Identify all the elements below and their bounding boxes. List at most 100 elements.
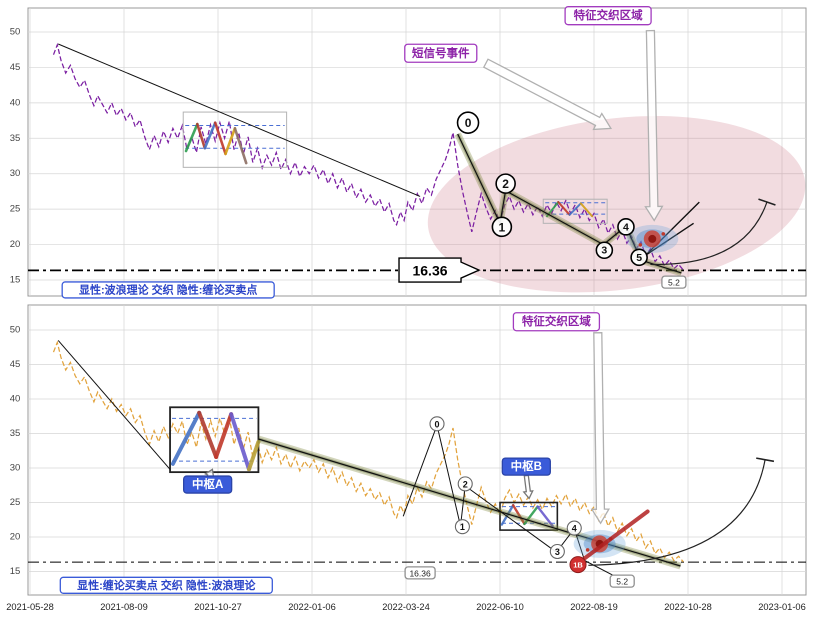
wave-point-marker — [457, 476, 473, 492]
wave-point-marker — [617, 218, 635, 236]
y-axis-tick-label: 20 — [10, 239, 21, 250]
wave-point-marker — [454, 519, 470, 535]
zigzag-segment — [546, 201, 560, 218]
y-axis-tick-label: 15 — [10, 274, 21, 285]
signal-blob-core — [648, 234, 657, 243]
legend-footer-label-box — [61, 281, 275, 299]
zigzag-segment — [224, 127, 237, 156]
trend-line — [258, 438, 681, 567]
region-callout-arrow — [590, 332, 611, 525]
y-axis-tick-label: 45 — [10, 62, 21, 73]
feature-region-ellipse — [427, 115, 806, 293]
x-axis-tick-label: 2022-01-06 — [288, 602, 336, 612]
wave-point-label: 0 — [465, 116, 472, 130]
wave-point-marker — [630, 248, 648, 267]
wave-point-label: 5 — [636, 252, 642, 264]
y-axis-tick-label: 35 — [10, 133, 21, 144]
signal-dot — [638, 243, 643, 247]
wave-point-marker — [491, 216, 513, 238]
zigzag-segment — [197, 410, 219, 459]
wave-point-label: 4 — [572, 524, 577, 534]
y-axis-tick-label: 30 — [10, 168, 21, 179]
x-axis-tick-label: 2022-10-28 — [664, 602, 712, 612]
region-label-text: 特征交织区域 — [522, 314, 591, 328]
support-price-callout — [398, 257, 481, 283]
y-axis-tick-label: 15 — [10, 566, 21, 577]
wave-point-label: 1 — [499, 220, 506, 234]
x-axis-tick-label: 2022-06-10 — [476, 602, 524, 612]
buy-point-badge — [569, 556, 587, 574]
signal-dot — [661, 232, 666, 236]
x-axis-tick-label: 2022-08-19 — [570, 602, 618, 612]
y-axis-tick-label: 30 — [10, 463, 21, 474]
wave-point-label: 2 — [463, 479, 468, 489]
zigzag-segment — [523, 505, 539, 526]
highlight-line — [580, 509, 650, 562]
zigzag-segment — [184, 122, 199, 153]
trend-line — [58, 43, 421, 197]
zigzag-segment — [247, 439, 261, 472]
wave-point-marker — [549, 543, 565, 560]
support-price-box — [404, 566, 436, 580]
x-axis-tick-label: 2021-08-09 — [100, 602, 148, 612]
pivot-label-box — [501, 457, 551, 476]
event-label-box — [404, 43, 478, 63]
zigzag-segment — [233, 127, 248, 165]
panel-frame — [27, 304, 807, 596]
zigzag-segment — [203, 121, 217, 150]
x-axis-tick-label: 2022-03-24 — [382, 602, 430, 612]
wave-point-marker — [566, 520, 582, 536]
pivot-label-text: 中枢A — [192, 477, 223, 491]
price-target-text: 5.2 — [616, 577, 628, 587]
wave-point-label: 3 — [555, 547, 560, 557]
x-axis-tick-label: 2021-05-28 — [6, 602, 54, 612]
zigzag-segment — [229, 412, 252, 472]
region-callout-arrow — [644, 29, 664, 222]
price-series-top — [52, 42, 684, 271]
wave-point-label: 3 — [601, 245, 607, 257]
pivot-label-box — [183, 475, 233, 494]
price-target-text: 5.2 — [668, 278, 680, 288]
projection-arc — [588, 459, 766, 566]
projection-arc — [650, 201, 768, 266]
wave-point-label: 4 — [623, 221, 629, 233]
support-price-label: 16.36 — [412, 263, 447, 279]
y-axis-tick-label: 50 — [10, 27, 21, 38]
x-axis-tick-label: 2023-01-06 — [758, 602, 806, 612]
pivot-box — [499, 501, 559, 531]
wave-point-marker — [429, 416, 445, 432]
panel-top: 152025303540455001234516.365.2短信号事件特征交织区… — [10, 6, 807, 299]
event-callout-arrow — [482, 58, 613, 131]
arc-end-cap — [758, 198, 776, 206]
zigzag-segment — [213, 121, 227, 156]
trend-line — [57, 340, 171, 470]
legend-footer-label-box — [59, 576, 273, 594]
support-price-text: 16.36 — [409, 568, 431, 578]
y-axis-tick-label: 45 — [10, 359, 21, 370]
zigzag-segment — [536, 505, 554, 528]
buy-point-badge-text: 1B — [573, 561, 583, 570]
wave-point-label: 2 — [502, 177, 509, 191]
x-axis-tick-label: 2021-10-27 — [194, 602, 242, 612]
zigzag-segment — [579, 202, 594, 218]
wave-point-label: 0 — [435, 419, 440, 429]
zigzag-segment — [500, 504, 515, 526]
price-target-box — [609, 574, 635, 588]
y-axis-tick-label: 40 — [10, 394, 21, 405]
wave-point-marker — [456, 111, 480, 134]
zigzag-segment — [196, 122, 207, 150]
y-axis-tick-label: 25 — [10, 204, 21, 215]
pivot-box — [169, 406, 260, 474]
y-axis-tick-label: 25 — [10, 497, 21, 508]
pivot-callout-arrow — [522, 474, 534, 500]
region-label-box — [564, 6, 652, 26]
price-target-box — [661, 275, 687, 289]
y-axis-tick-label: 35 — [10, 428, 21, 439]
zigzag-segment — [214, 412, 234, 459]
zigzag-segment — [170, 410, 202, 466]
zigzag-segment — [511, 504, 526, 526]
zigzag-segment — [568, 202, 582, 216]
pivot-label-text: 中枢B — [511, 459, 542, 473]
